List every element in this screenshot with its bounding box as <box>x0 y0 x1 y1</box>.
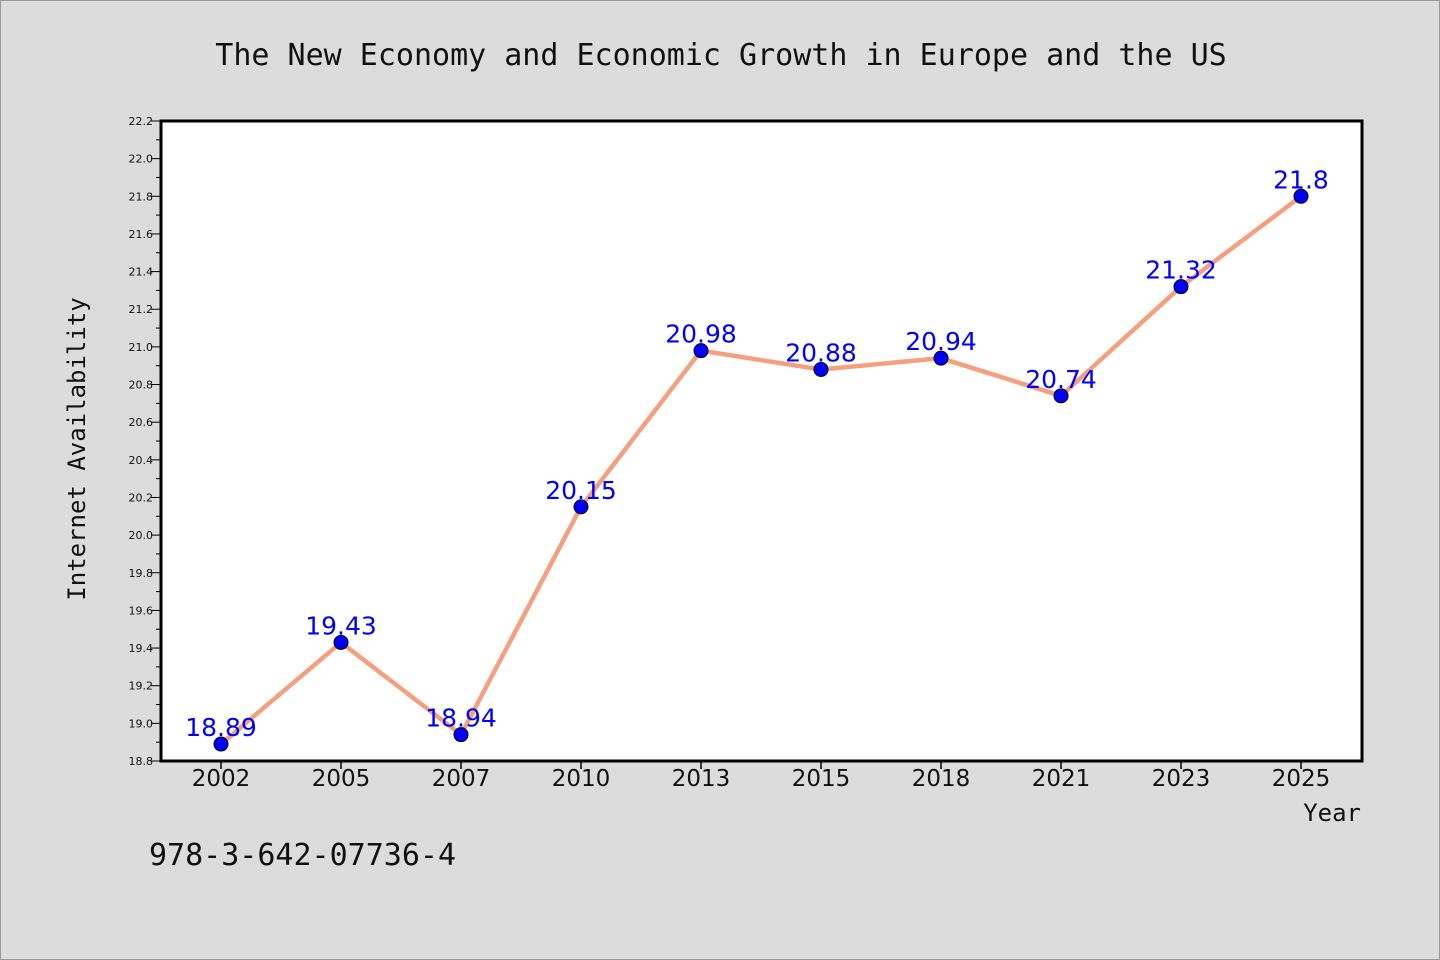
y-tick-label: 21.4 <box>129 266 154 279</box>
y-tick-label: 18.8 <box>129 755 154 768</box>
x-tick-label: 2010 <box>552 766 611 792</box>
y-axis-title: Internet Availability <box>63 297 91 600</box>
x-tick-label: 2023 <box>1152 766 1211 792</box>
data-label: 19.43 <box>305 611 377 640</box>
x-tick-label: 2013 <box>672 766 731 792</box>
footer-code: 978-3-642-07736-4 <box>149 838 456 873</box>
data-point-marker <box>1053 388 1069 404</box>
y-tick-label: 21.0 <box>129 341 154 354</box>
data-point-marker <box>933 350 949 366</box>
y-tick-label: 21.8 <box>129 190 154 203</box>
y-tick-label: 22.2 <box>129 115 154 128</box>
y-tick-label: 19.2 <box>129 680 154 693</box>
marker-group <box>213 188 1309 752</box>
data-label: 18.89 <box>185 713 257 742</box>
y-tick-label: 21.6 <box>129 228 154 241</box>
series-line-group <box>219 194 1303 746</box>
chart-title: The New Economy and Economic Growth in E… <box>215 38 1226 73</box>
y-tick-label: 19.4 <box>129 642 154 655</box>
data-point-marker <box>813 361 829 377</box>
data-label: 21.8 <box>1273 165 1329 194</box>
plot-area <box>159 119 1364 763</box>
data-point-marker <box>693 343 709 359</box>
data-label: 21.32 <box>1145 256 1217 285</box>
y-tick-label: 20.6 <box>129 416 154 429</box>
data-label: 20.88 <box>785 338 857 367</box>
x-tick-label: 2002 <box>192 766 251 792</box>
y-tick-label: 20.0 <box>129 529 154 542</box>
data-point-marker <box>453 727 469 743</box>
x-axis-title: Year <box>1303 799 1361 827</box>
y-tick-label: 19.8 <box>129 567 154 580</box>
y-tick-label: 19.6 <box>129 604 154 617</box>
x-tick-label: 2021 <box>1032 766 1091 792</box>
y-tick-label: 22.0 <box>129 153 154 166</box>
y-axis: 18.8 19.0 19.2 19.4 19.6 19.8 20.0 20.2 20.4 20.6… <box>129 115 161 768</box>
x-tick-label: 2015 <box>792 766 851 792</box>
x-tick-label: 2005 <box>312 766 371 792</box>
y-tick-label: 19.0 <box>129 717 154 730</box>
data-point-marker <box>333 634 349 650</box>
y-tick-label: 20.4 <box>129 454 154 467</box>
x-tick-label: 2007 <box>432 766 491 792</box>
x-axis: 2002 2005 2007 2010 2013 2015 2018 2021 2023 2025 <box>192 761 1331 792</box>
data-label: 20.74 <box>1025 365 1097 394</box>
y-tick-label: 20.2 <box>129 491 154 504</box>
data-label: 20.15 <box>545 476 617 505</box>
data-label: 20.98 <box>665 320 737 349</box>
series-line <box>219 194 1303 746</box>
x-tick-label: 2018 <box>912 766 971 792</box>
y-tick-label: 20.8 <box>129 379 154 392</box>
x-tick-label: 2025 <box>1272 766 1331 792</box>
data-point-marker <box>1173 279 1189 295</box>
data-point-marker <box>573 499 589 515</box>
y-tick-label: 21.2 <box>129 303 154 316</box>
data-label-group: 18.89 19.43 18.94 20.15 20.98 20.88 20.94 20.74… <box>185 165 1329 742</box>
data-label: 20.94 <box>905 327 977 356</box>
data-point-marker <box>213 736 229 752</box>
data-point-marker <box>1293 188 1309 204</box>
data-label: 18.94 <box>425 704 497 733</box>
